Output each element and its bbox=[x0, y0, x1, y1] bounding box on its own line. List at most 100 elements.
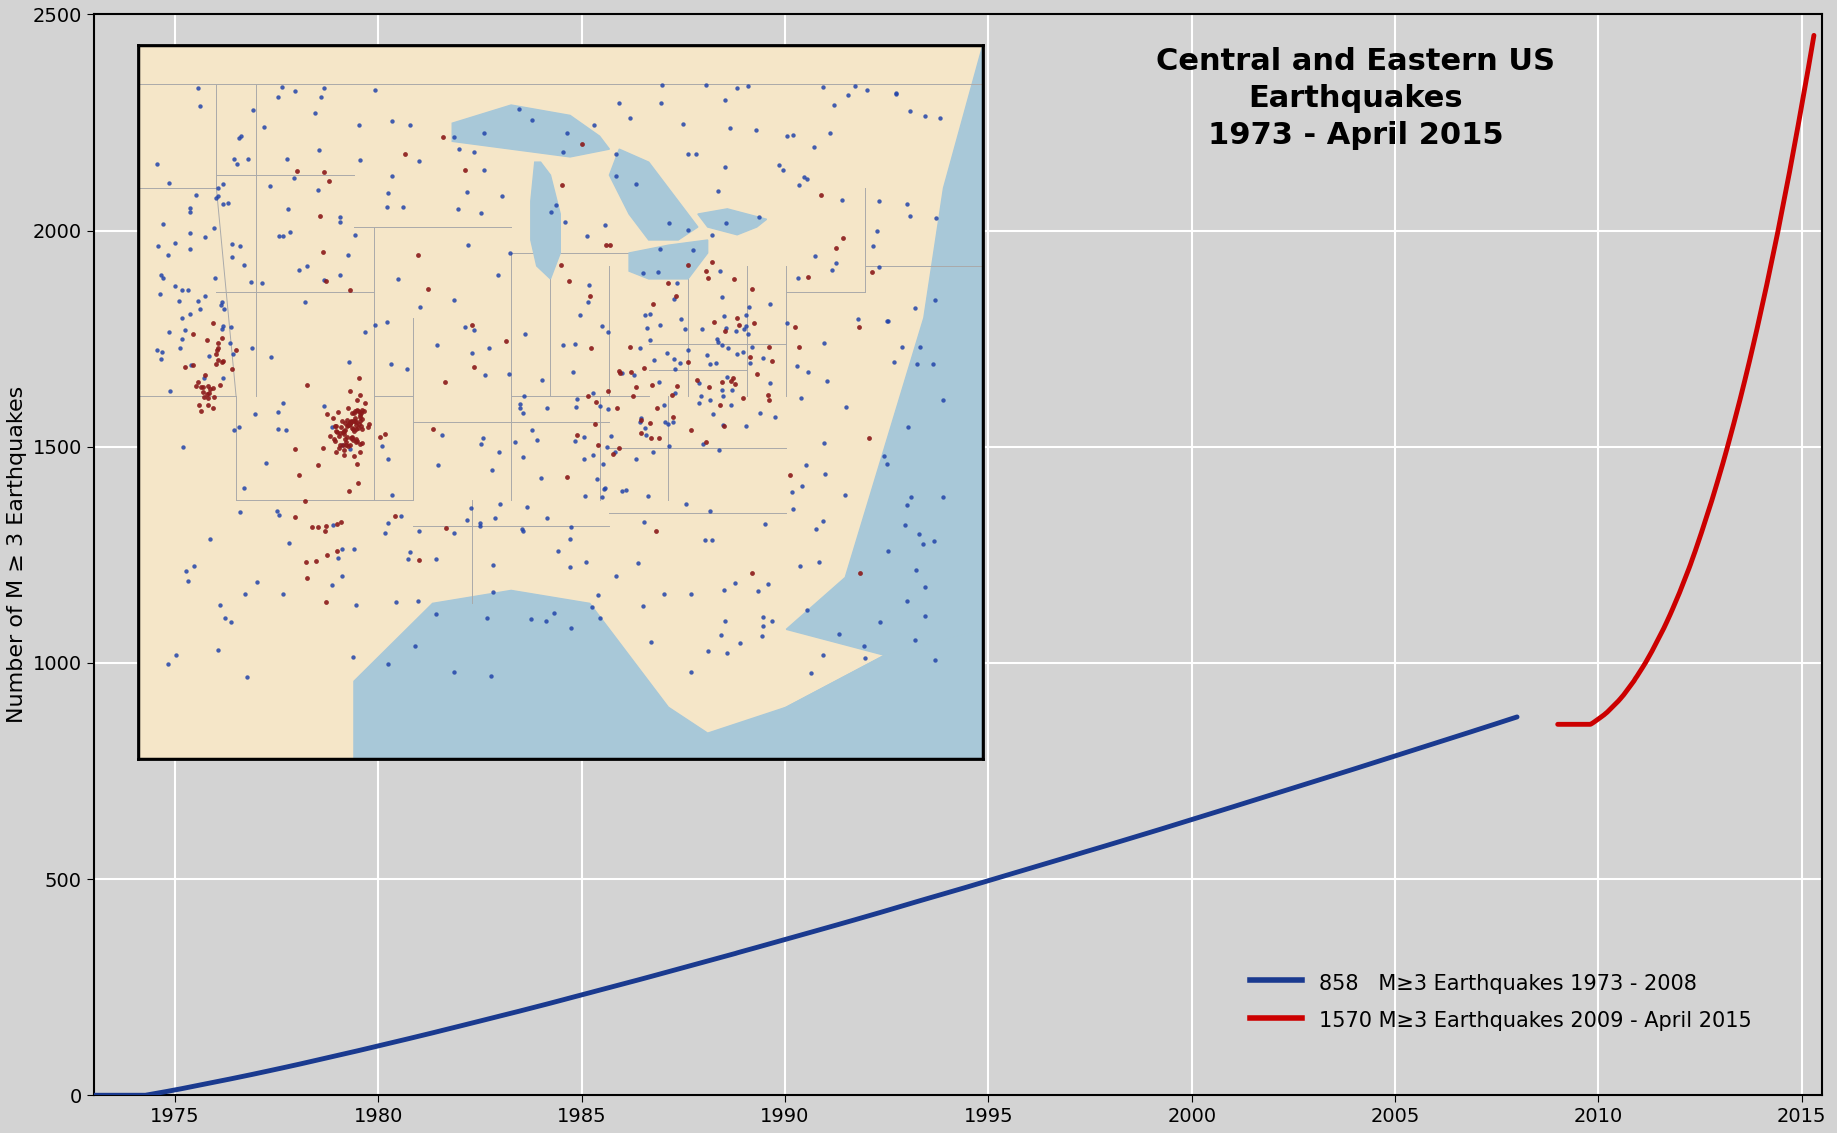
Point bbox=[454, 236, 483, 254]
Point bbox=[891, 195, 920, 213]
Point bbox=[310, 272, 340, 290]
Point bbox=[834, 86, 863, 104]
Point bbox=[801, 247, 830, 265]
Point bbox=[755, 295, 784, 313]
Point bbox=[342, 429, 371, 448]
Point bbox=[320, 429, 349, 448]
Point bbox=[329, 423, 358, 441]
Point bbox=[272, 150, 301, 168]
Point bbox=[711, 157, 740, 176]
Point bbox=[891, 516, 920, 534]
Point bbox=[373, 197, 402, 215]
Point bbox=[707, 373, 737, 391]
Point bbox=[189, 369, 219, 387]
Point bbox=[601, 443, 630, 461]
Point bbox=[792, 602, 821, 620]
Point bbox=[873, 313, 902, 331]
Point bbox=[555, 530, 584, 548]
Point bbox=[217, 360, 246, 378]
Point bbox=[325, 436, 355, 454]
Point bbox=[641, 522, 671, 540]
Point bbox=[507, 520, 536, 538]
Point bbox=[845, 564, 874, 582]
Point bbox=[195, 380, 224, 398]
Point bbox=[336, 428, 366, 446]
Point bbox=[691, 433, 720, 451]
Point bbox=[213, 194, 242, 212]
Point bbox=[208, 292, 237, 310]
Point bbox=[625, 414, 654, 432]
Point bbox=[241, 404, 270, 423]
Point bbox=[325, 427, 355, 445]
Point bbox=[601, 568, 630, 586]
Point bbox=[671, 495, 700, 513]
Point bbox=[334, 483, 364, 501]
Point bbox=[342, 432, 371, 450]
Point bbox=[274, 199, 303, 218]
Point bbox=[612, 482, 641, 500]
Point bbox=[654, 437, 683, 455]
Point bbox=[812, 372, 841, 390]
Point bbox=[265, 506, 294, 525]
Point bbox=[729, 320, 759, 338]
Point bbox=[845, 318, 874, 337]
Point bbox=[340, 225, 369, 244]
Point bbox=[373, 514, 402, 533]
Point bbox=[518, 421, 547, 440]
Point bbox=[281, 509, 310, 527]
Point bbox=[560, 335, 590, 353]
Point bbox=[219, 344, 248, 363]
Point bbox=[715, 119, 744, 137]
Point bbox=[808, 77, 838, 95]
Point bbox=[792, 455, 821, 474]
Point bbox=[562, 390, 592, 408]
Point bbox=[198, 378, 228, 397]
Point bbox=[773, 127, 803, 145]
Point bbox=[693, 269, 722, 287]
Point bbox=[154, 382, 184, 400]
Point bbox=[628, 264, 658, 282]
Point bbox=[171, 358, 200, 376]
Point bbox=[761, 408, 790, 426]
Point bbox=[676, 663, 705, 681]
Point bbox=[819, 96, 849, 114]
Point bbox=[439, 523, 468, 542]
Point bbox=[230, 256, 259, 274]
Point bbox=[577, 339, 606, 357]
Point bbox=[371, 425, 400, 443]
Point bbox=[645, 240, 674, 258]
Point bbox=[373, 655, 402, 673]
Point bbox=[145, 286, 175, 304]
Point bbox=[647, 94, 676, 112]
Point bbox=[323, 402, 353, 420]
Point bbox=[327, 539, 356, 557]
Point bbox=[331, 414, 360, 432]
Point bbox=[709, 417, 738, 435]
Point bbox=[193, 395, 222, 414]
Point bbox=[599, 445, 628, 463]
Point bbox=[549, 143, 579, 161]
Point bbox=[522, 432, 551, 450]
Point bbox=[821, 239, 851, 257]
Point bbox=[285, 466, 314, 484]
Point bbox=[332, 399, 362, 417]
Point bbox=[676, 421, 705, 440]
Point bbox=[331, 446, 360, 465]
Point bbox=[593, 400, 623, 418]
Point bbox=[202, 341, 231, 359]
Point bbox=[887, 338, 917, 356]
Point bbox=[700, 313, 729, 331]
Point bbox=[817, 261, 847, 279]
Point bbox=[167, 309, 197, 327]
Point bbox=[659, 384, 689, 402]
Point bbox=[873, 454, 902, 472]
Point bbox=[538, 604, 568, 622]
Point bbox=[516, 111, 546, 129]
Point bbox=[274, 535, 303, 553]
Point bbox=[450, 161, 479, 179]
Point bbox=[202, 346, 231, 364]
Polygon shape bbox=[786, 45, 983, 759]
Point bbox=[797, 664, 827, 682]
Point bbox=[176, 199, 206, 218]
Point bbox=[801, 520, 830, 538]
